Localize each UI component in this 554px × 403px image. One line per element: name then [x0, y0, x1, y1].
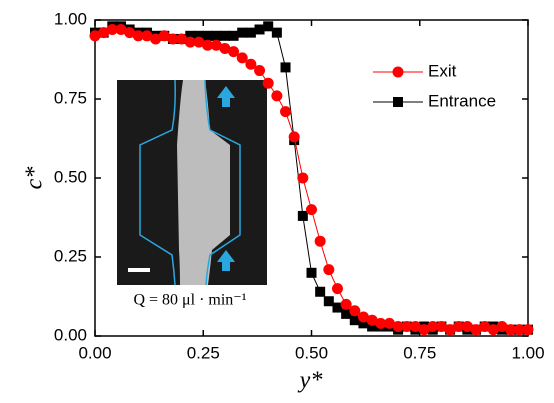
- y-tick-label: 0.00: [54, 325, 87, 344]
- y-axis-label: c*: [22, 167, 48, 190]
- marker: [203, 31, 213, 41]
- marker: [254, 65, 265, 76]
- marker: [289, 131, 300, 142]
- marker: [523, 324, 534, 335]
- y-tick-label: 0.50: [54, 167, 87, 186]
- marker: [297, 173, 308, 184]
- marker: [306, 204, 317, 215]
- inset-caption: Q = 80 μl · min⁻¹: [133, 292, 246, 309]
- marker: [323, 264, 334, 275]
- x-tick-label: 0.50: [295, 343, 328, 362]
- marker: [315, 236, 326, 247]
- chart: y* c* Q = 80 μl · min⁻¹ 0.00 0.25 0.50 0.75…: [0, 0, 554, 398]
- marker: [263, 78, 274, 89]
- legend-label: Entrance: [428, 91, 496, 110]
- legend-marker: [393, 97, 403, 107]
- x-tick-label: 0.25: [187, 343, 220, 362]
- marker: [263, 21, 273, 31]
- marker: [281, 62, 291, 72]
- marker: [332, 283, 343, 294]
- y-tick-label: 1.00: [54, 9, 87, 28]
- marker: [229, 31, 239, 41]
- y-tick-label: 0.25: [54, 246, 87, 265]
- marker: [246, 28, 256, 38]
- marker: [280, 106, 291, 117]
- marker: [272, 28, 282, 38]
- marker: [211, 31, 221, 41]
- legend-marker: [393, 67, 404, 78]
- legend-label: Exit: [428, 61, 457, 80]
- marker: [237, 28, 247, 38]
- marker: [255, 24, 265, 34]
- marker: [324, 296, 334, 306]
- marker: [220, 31, 230, 41]
- marker: [271, 90, 282, 101]
- x-tick-label: 0.75: [403, 343, 436, 362]
- marker: [315, 287, 325, 297]
- x-tick-label: 0.00: [78, 343, 111, 362]
- inset-image: [117, 80, 267, 285]
- x-axis-label: y*: [298, 368, 323, 394]
- marker: [307, 268, 317, 278]
- marker: [298, 211, 308, 221]
- y-tick-label: 0.75: [54, 88, 87, 107]
- x-tick-label: 1.00: [511, 343, 544, 362]
